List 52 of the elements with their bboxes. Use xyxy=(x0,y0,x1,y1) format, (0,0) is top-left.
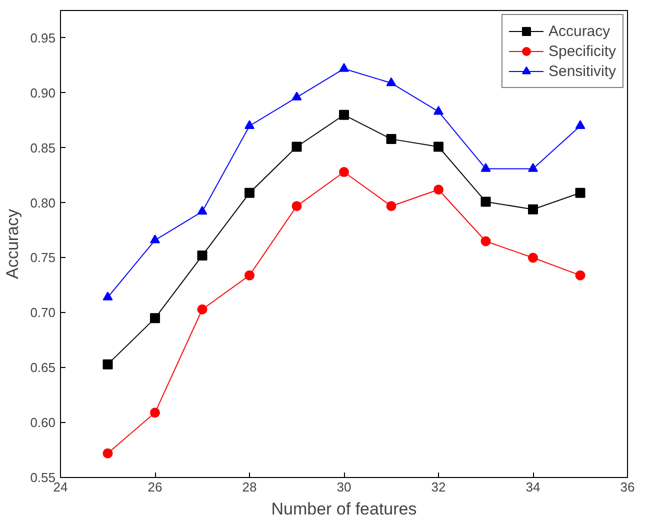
point xyxy=(434,142,444,152)
point xyxy=(575,120,586,129)
point xyxy=(528,163,538,172)
point xyxy=(244,270,254,280)
y-tick-label: 0.95 xyxy=(30,30,56,46)
x-tick-label: 26 xyxy=(148,480,162,494)
point xyxy=(528,204,538,214)
x-tick-label: 32 xyxy=(431,480,446,494)
point xyxy=(150,408,160,418)
point xyxy=(292,92,302,100)
y-tick-label: 0.80 xyxy=(30,195,56,210)
y-tick-label: 0.70 xyxy=(30,305,56,320)
point xyxy=(244,188,254,198)
point xyxy=(339,63,349,72)
x-tick-label: 28 xyxy=(242,480,257,494)
x-tick-label: 30 xyxy=(336,480,352,494)
point xyxy=(197,206,208,215)
point xyxy=(339,110,349,120)
y-tick-label: 0.75 xyxy=(30,250,56,266)
point xyxy=(339,167,349,178)
point xyxy=(480,196,491,207)
point xyxy=(292,142,302,152)
y-axis-title: Accuracy xyxy=(3,208,22,279)
point xyxy=(434,106,444,115)
legend-label: Sensitivity xyxy=(548,62,616,80)
point xyxy=(386,77,396,86)
x-tick-label: 36 xyxy=(620,480,635,494)
point xyxy=(386,134,396,144)
legend-label: Specificity xyxy=(548,42,616,60)
point xyxy=(244,120,254,129)
y-tick-label: 0.90 xyxy=(30,85,56,100)
point xyxy=(386,201,396,212)
point xyxy=(434,184,444,195)
y-tick-label: 0.60 xyxy=(30,415,56,430)
point xyxy=(292,201,302,212)
point xyxy=(197,304,208,314)
x-axis-title: Number of features xyxy=(271,500,417,518)
x-tick-label: 34 xyxy=(526,480,540,494)
point xyxy=(197,250,208,261)
y-tick-label: 0.65 xyxy=(30,360,56,376)
point xyxy=(528,252,538,263)
legend-label: Accuracy xyxy=(548,22,610,40)
point xyxy=(575,188,586,198)
point xyxy=(480,236,491,246)
point xyxy=(102,448,113,458)
point xyxy=(575,270,586,280)
point xyxy=(480,163,491,172)
y-tick-label: 0.85 xyxy=(30,140,56,156)
point xyxy=(150,234,160,244)
point xyxy=(102,292,113,300)
point xyxy=(150,313,160,324)
point xyxy=(102,359,113,370)
